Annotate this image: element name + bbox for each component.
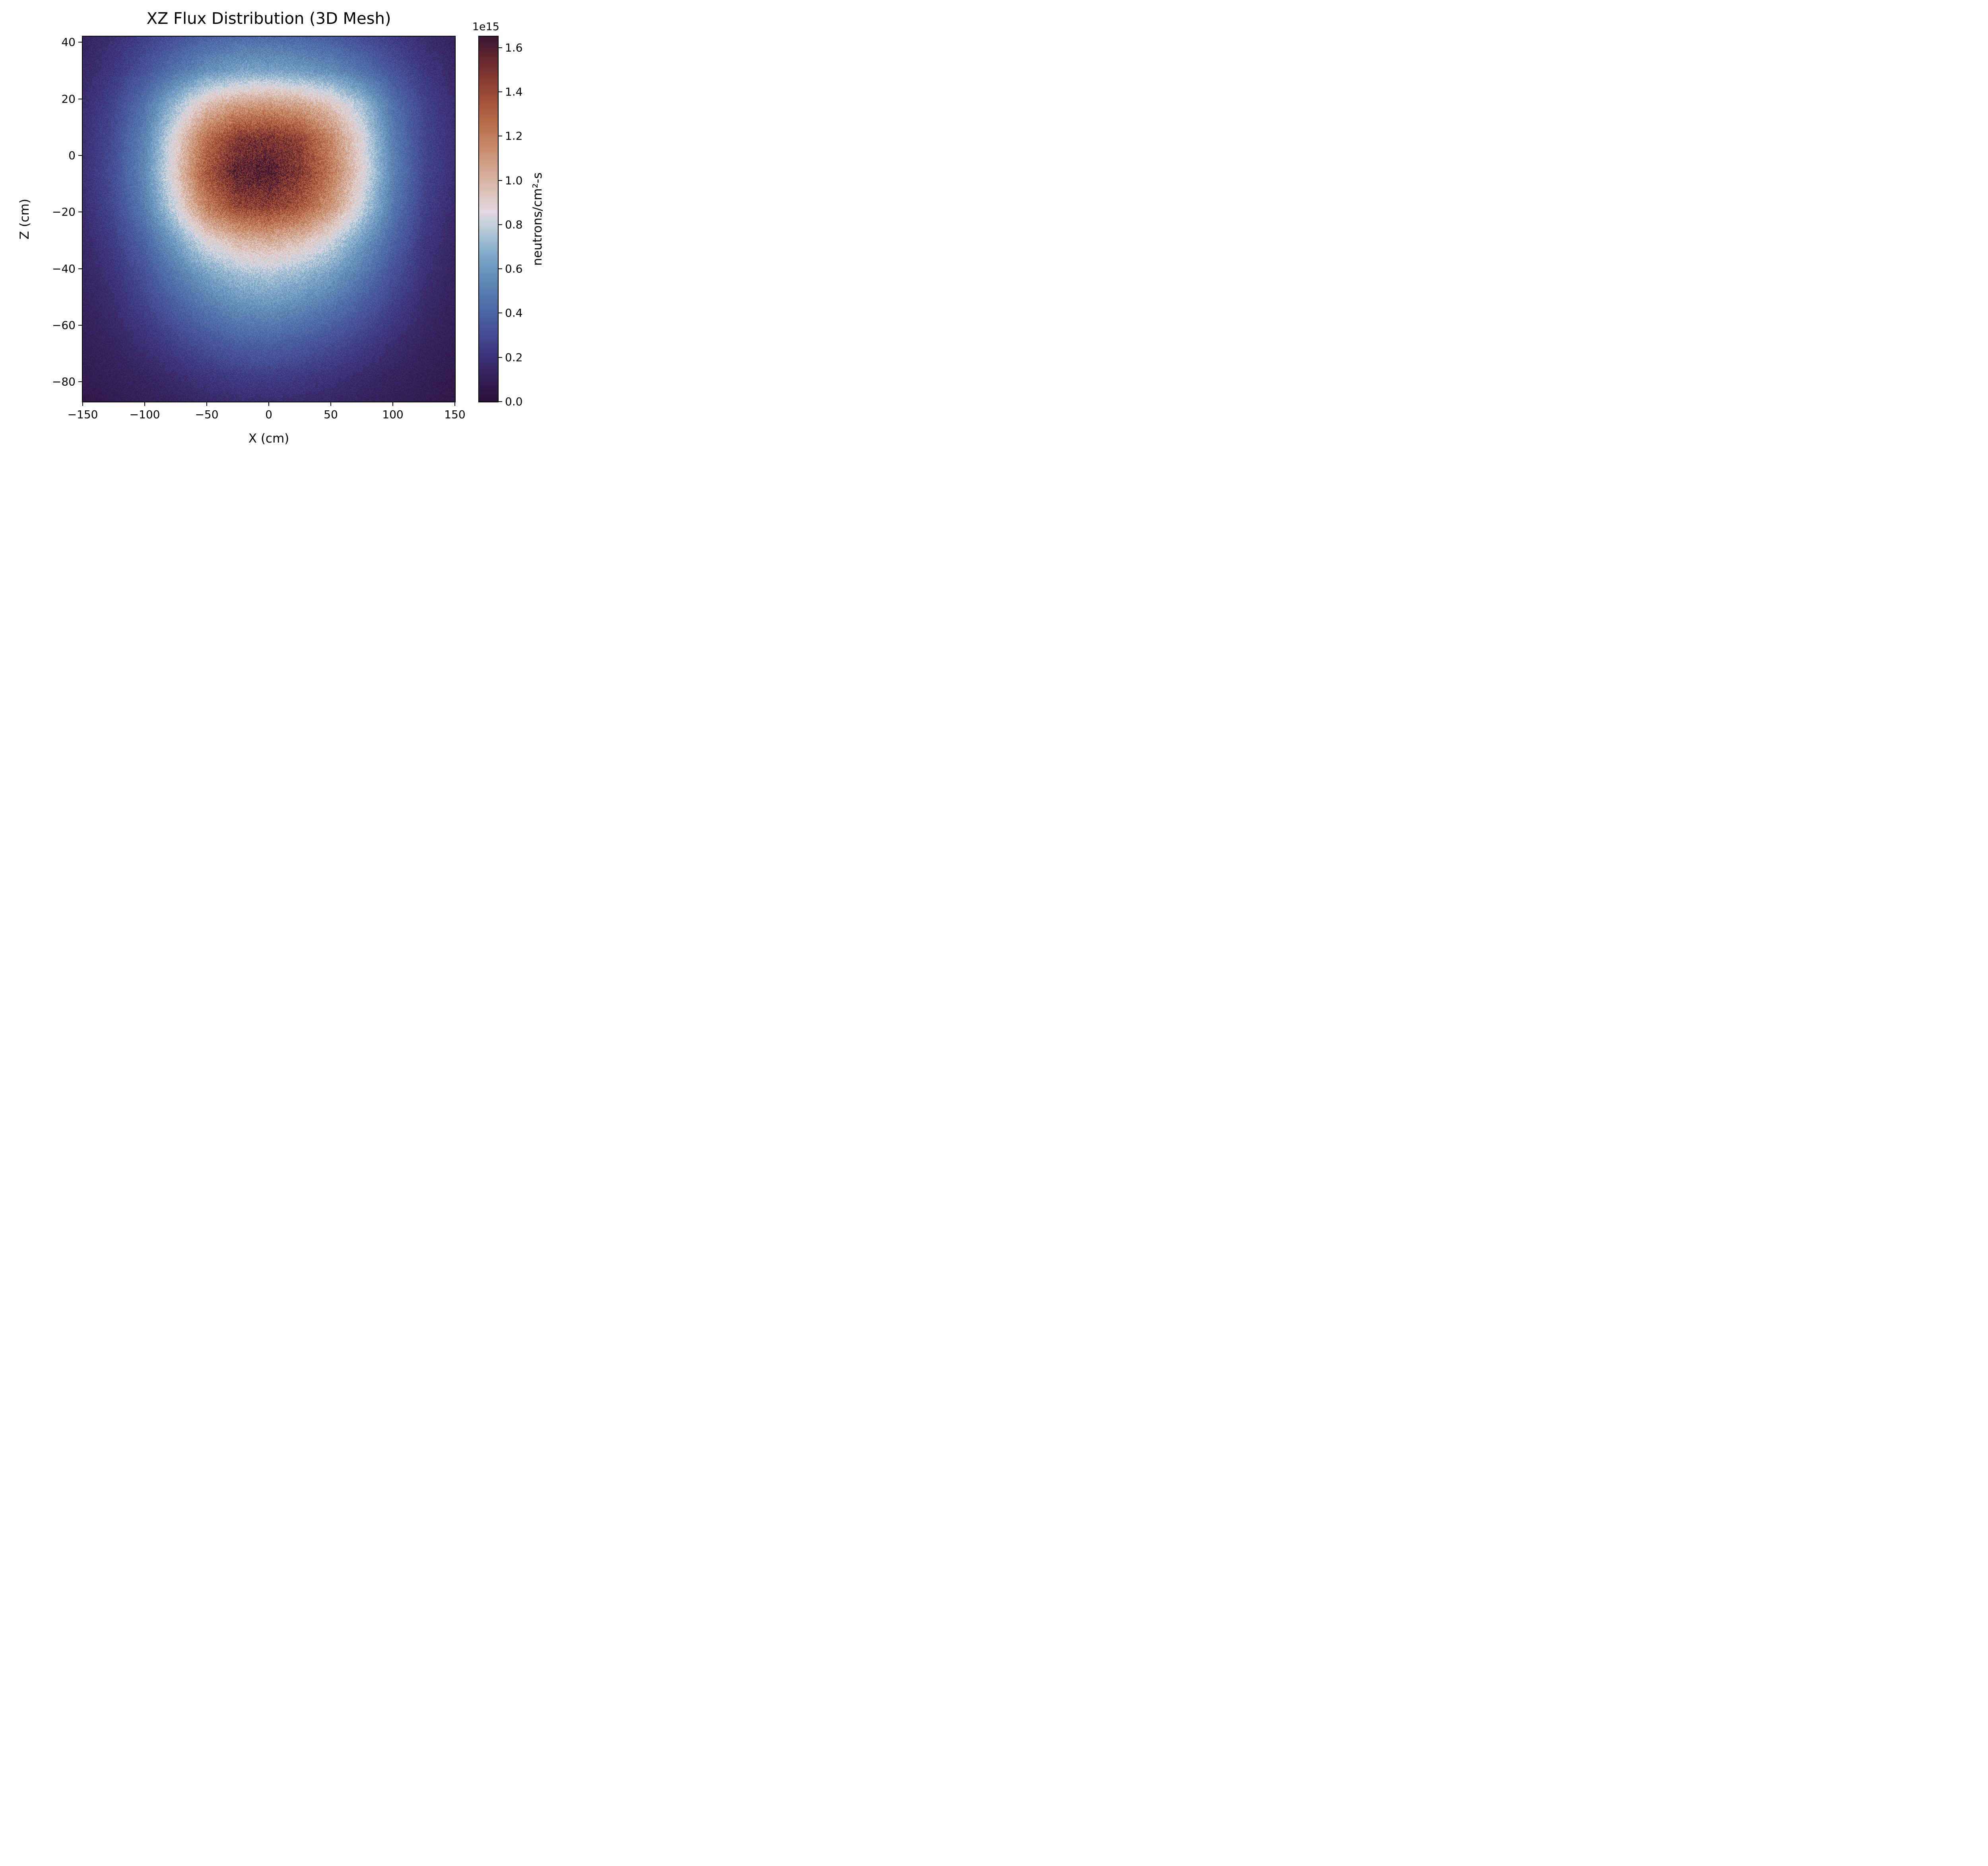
colorbar-tick-label: 1.2 [505,129,523,143]
colorbar-tick-mark [499,268,502,270]
heatmap-canvas [83,37,455,402]
x-tick-mark [206,402,207,406]
x-tick-mark [268,402,269,406]
z-tick-label: −20 [52,205,76,219]
x-tick-mark [144,402,145,406]
colorbar-tick-label: 0.2 [505,351,523,364]
y-axis-label: Z (cm) [17,198,32,240]
colorbar-tick-label: 1.6 [505,41,523,54]
colorbar-tick-label: 1.0 [505,174,523,187]
colorbar-canvas [479,37,498,402]
x-tick-mark [454,402,455,406]
plot-title: XZ Flux Distribution (3D Mesh) [146,10,391,28]
z-tick-mark [78,268,82,269]
colorbar-tick-label: 0.6 [505,262,523,276]
heatmap-plot-area [82,36,456,402]
z-tick-label: −40 [52,262,76,276]
colorbar-tick-label: 0.4 [505,306,523,320]
colorbar-tick-mark [499,47,502,48]
x-tick-label: −50 [195,408,219,421]
colorbar-tick-mark [499,91,502,93]
colorbar-tick-mark [499,180,502,181]
z-tick-mark [78,324,82,326]
x-tick-mark [330,402,331,406]
x-tick-label: 150 [444,408,466,421]
x-axis-label: X (cm) [248,431,289,446]
colorbar-label: neutrons/cm²-s [530,172,545,266]
z-tick-label: −60 [52,318,76,332]
x-tick-label: −150 [67,408,98,421]
colorbar [478,36,499,402]
colorbar-scale-label: 1e15 [472,21,499,33]
colorbar-tick-label: 1.4 [505,85,523,99]
colorbar-tick-mark [499,357,502,358]
z-tick-mark [78,42,82,43]
z-tick-label: −80 [52,375,76,388]
colorbar-tick-mark [499,401,502,402]
z-tick-label: 20 [61,92,76,106]
figure: XZ Flux Distribution (3D Mesh) X (cm) Z … [0,0,567,466]
z-tick-mark [78,155,82,156]
x-tick-label: 50 [324,408,338,421]
x-tick-mark [82,402,83,406]
x-tick-mark [392,402,393,406]
x-tick-label: 100 [382,408,404,421]
z-tick-mark [78,381,82,383]
x-tick-label: −100 [129,408,160,421]
z-tick-label: 0 [68,149,76,162]
colorbar-tick-label: 0.8 [505,218,523,231]
z-tick-label: 40 [61,35,76,49]
colorbar-tick-label: 0.0 [505,395,523,408]
x-tick-label: 0 [265,408,272,421]
colorbar-tick-mark [499,224,502,225]
